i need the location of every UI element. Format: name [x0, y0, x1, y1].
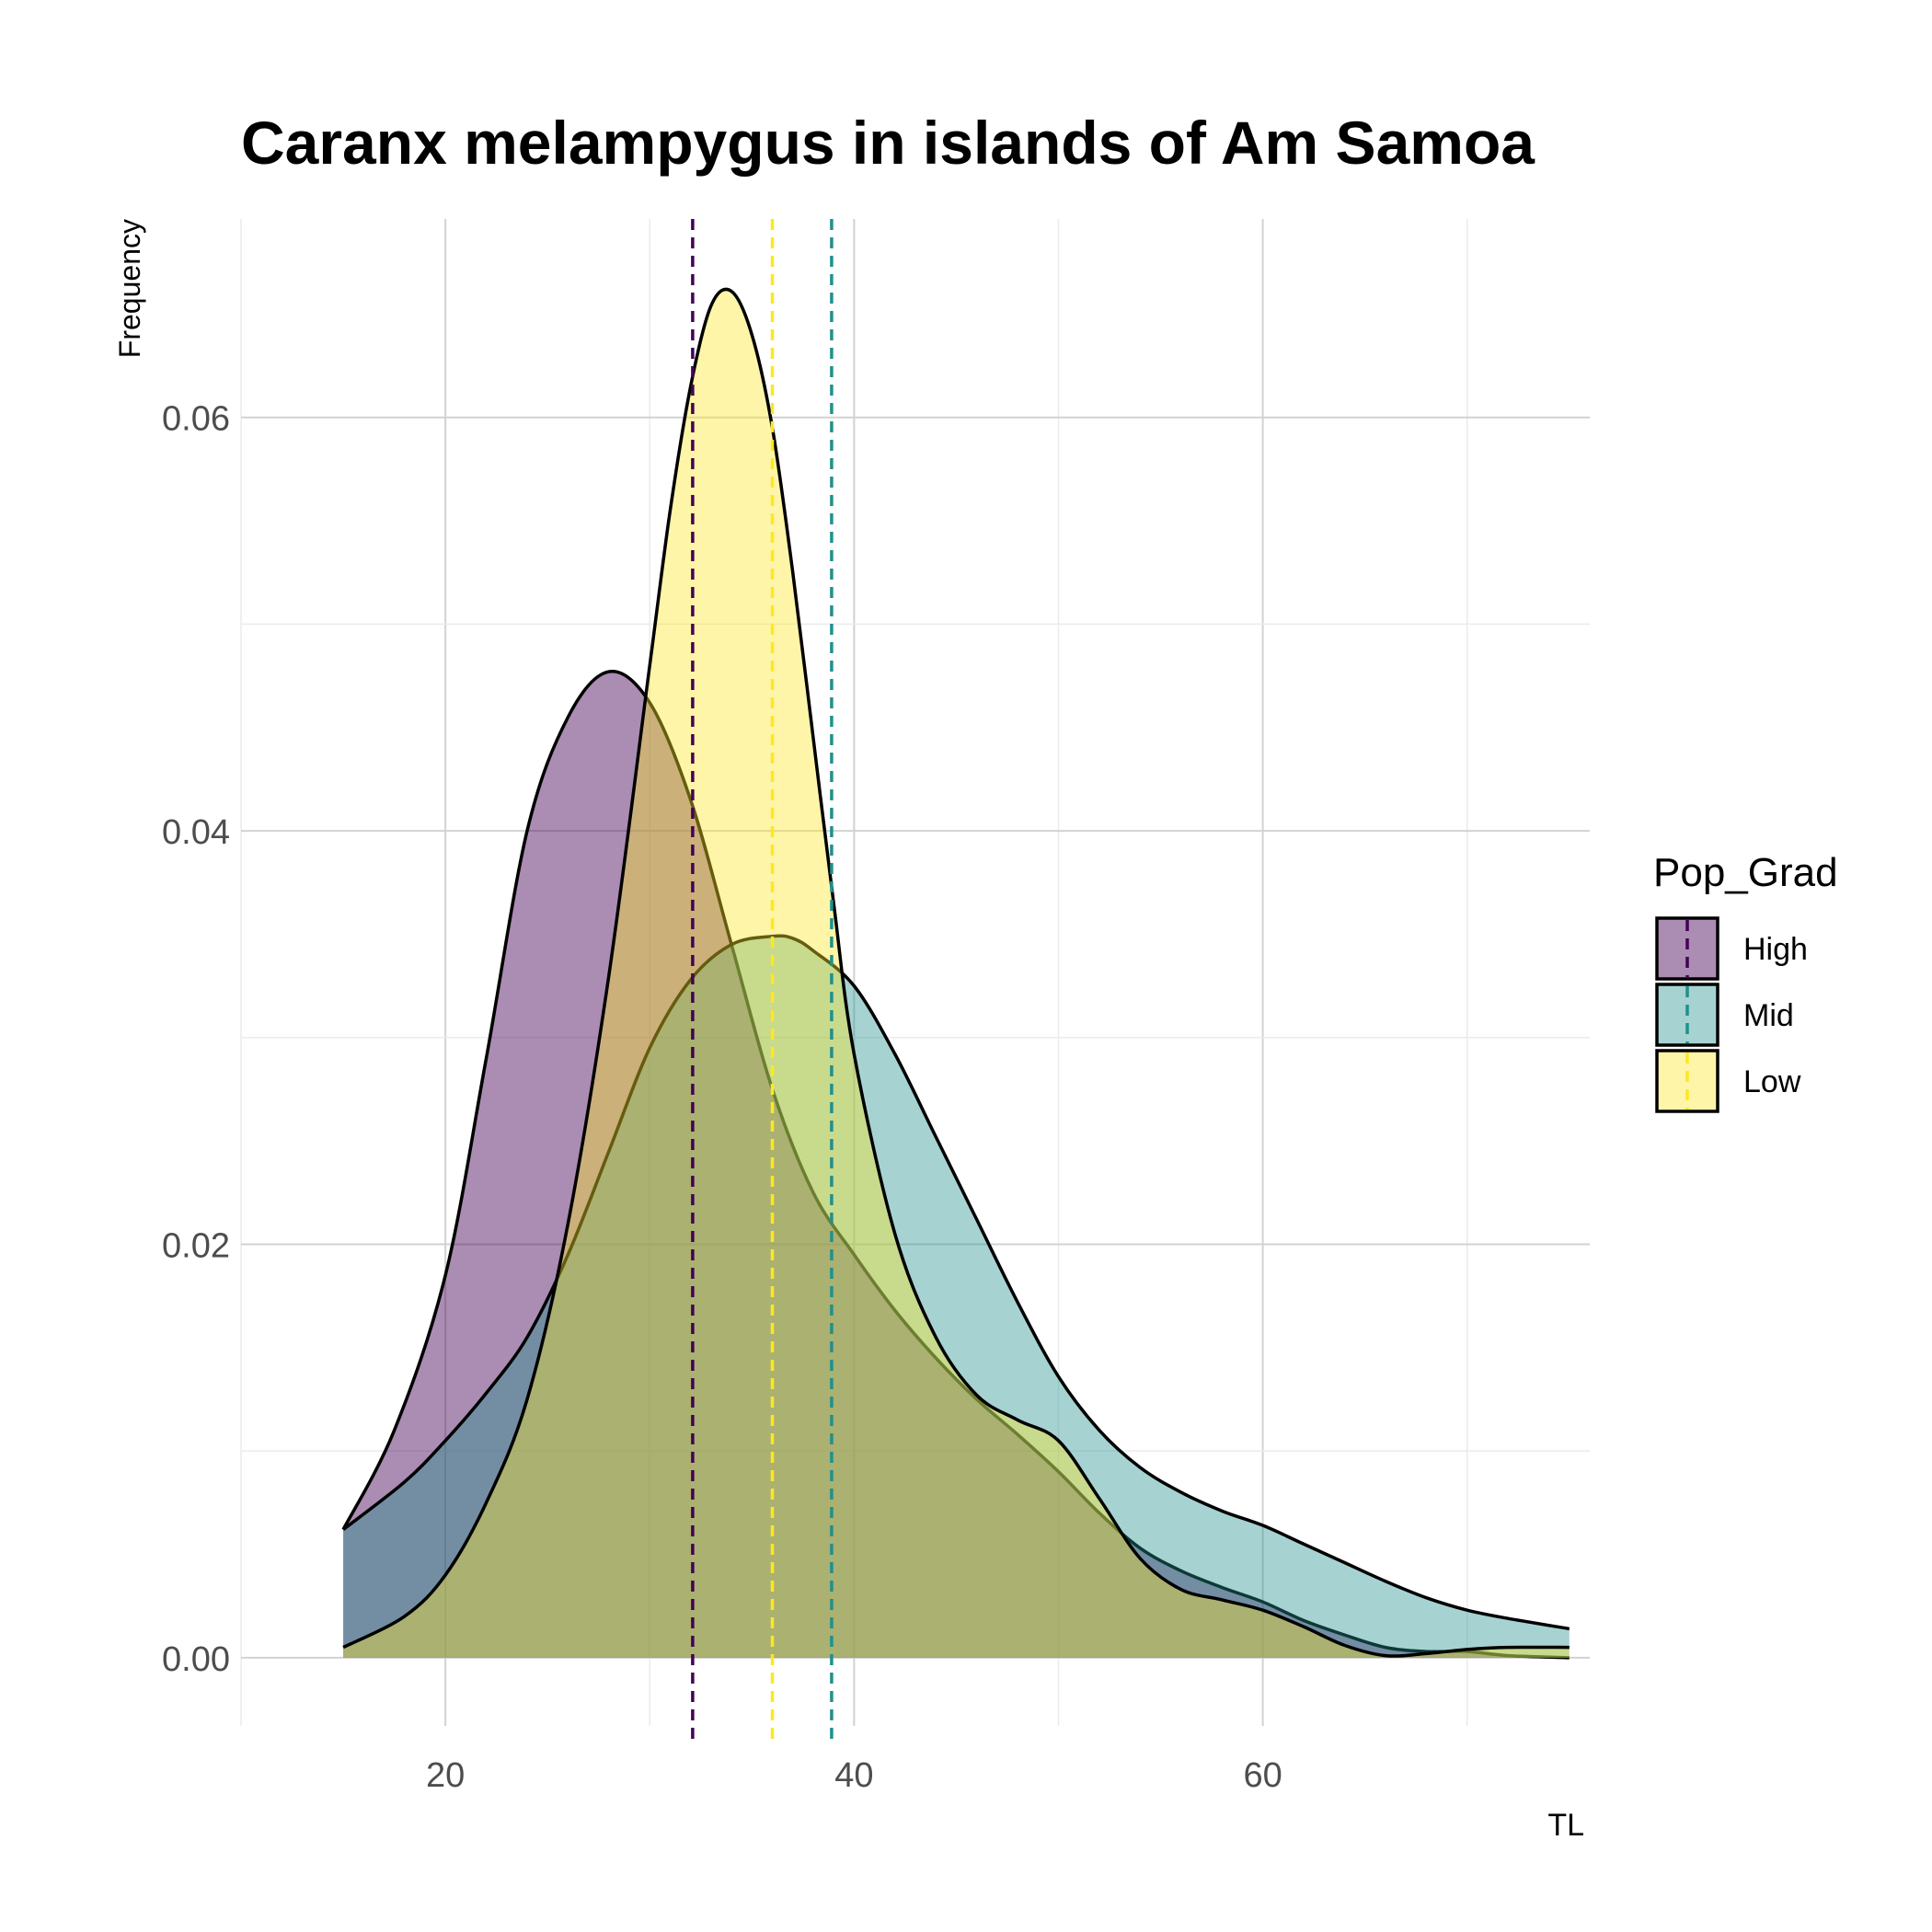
x-tick-label: 60	[1243, 1756, 1282, 1795]
legend-item-high: High	[1655, 916, 1808, 981]
legend-item-low: Low	[1655, 1049, 1801, 1113]
y-tick-label: 0.06	[162, 400, 230, 439]
y-tick-label: 0.02	[162, 1226, 230, 1265]
density-line-low	[342, 287, 1570, 1658]
grid	[240, 219, 1590, 1726]
density-line-high	[341, 670, 1570, 1660]
density-areas	[341, 287, 1570, 1660]
legend-item-mid: Mid	[1655, 983, 1794, 1047]
x-axis-ticks: 20 40 60	[426, 1756, 1282, 1795]
density-area-mid	[343, 936, 1570, 1658]
y-tick-label: 0.04	[162, 813, 230, 852]
legend: Pop_Grad High Mid Low	[1653, 850, 1838, 1113]
legend-label-mid: Mid	[1743, 998, 1794, 1033]
chart-title: Caranx melampygus in islands of Am Samoa	[241, 109, 1535, 177]
y-axis-title: Frequency	[113, 219, 146, 358]
mean-lines	[691, 219, 834, 1744]
density-area-low	[343, 289, 1570, 1658]
legend-label-high: High	[1743, 932, 1808, 967]
density-area-high	[343, 671, 1570, 1658]
y-tick-label: 0.00	[162, 1640, 230, 1679]
legend-label-low: Low	[1743, 1064, 1801, 1099]
x-axis-title: TL	[1547, 1808, 1584, 1843]
legend-title: Pop_Grad	[1653, 850, 1838, 895]
x-tick-label: 40	[834, 1756, 873, 1795]
x-tick-label: 20	[426, 1756, 465, 1795]
density-line-mid	[341, 934, 1570, 1631]
y-axis-ticks: 0.00 0.02 0.04 0.06	[162, 400, 230, 1679]
